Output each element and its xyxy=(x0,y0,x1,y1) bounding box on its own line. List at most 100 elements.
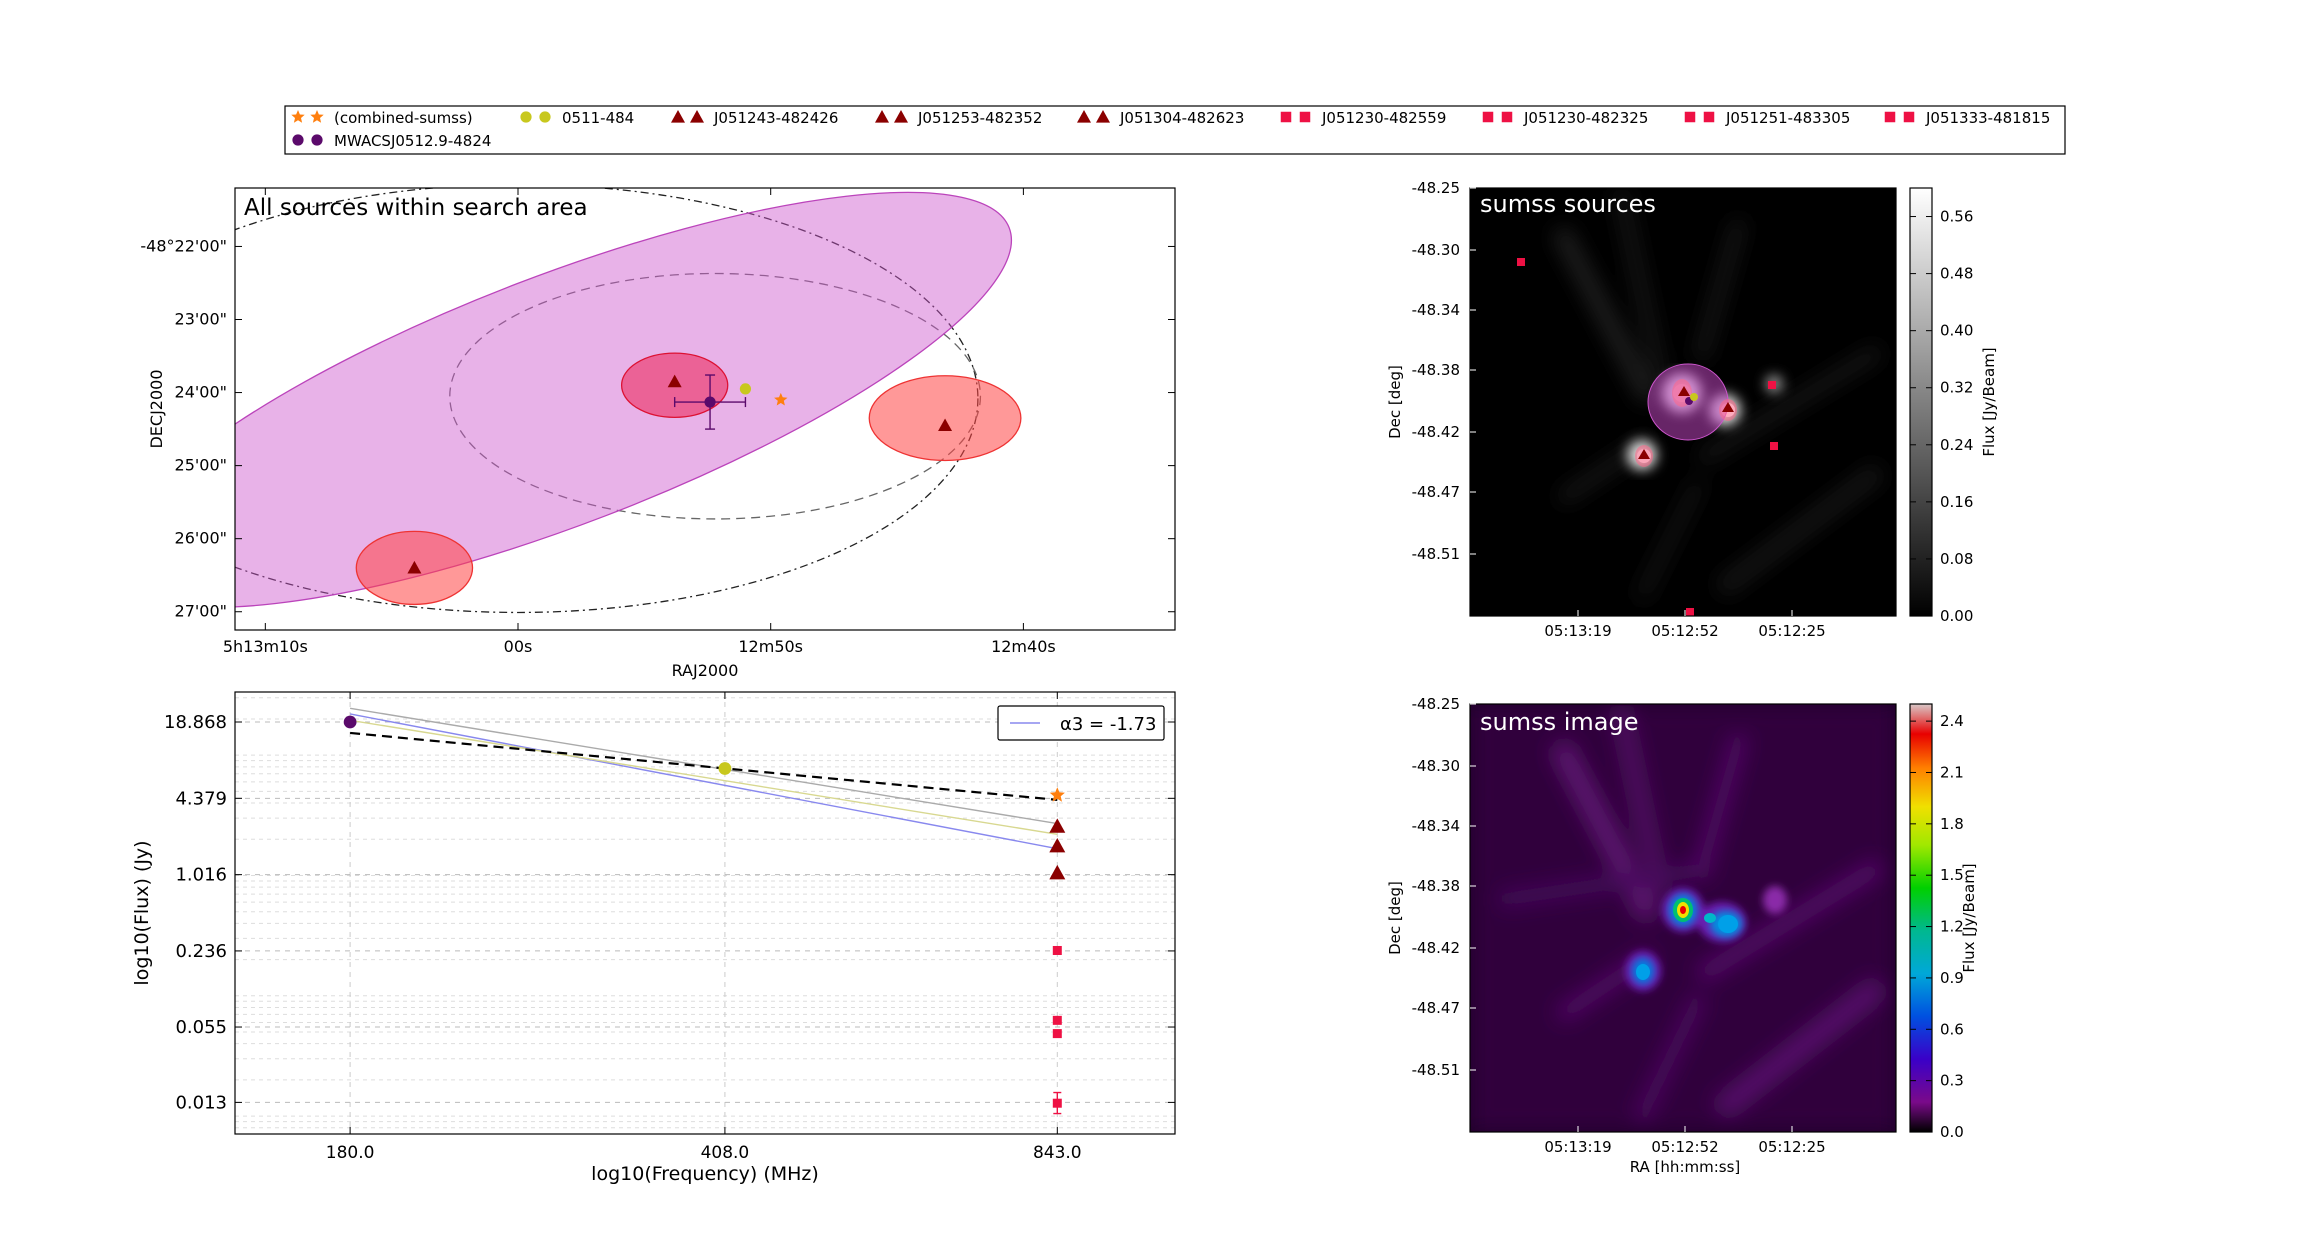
search-area-ellipse xyxy=(868,375,1022,462)
sumss-sources-circle xyxy=(1690,393,1698,401)
image-ytick-label: -48.51 xyxy=(1412,1061,1460,1079)
sumss-sources-triangle xyxy=(1638,449,1650,459)
legend-marker-square xyxy=(1684,111,1696,123)
spectrum-ytick-label: 0.055 xyxy=(175,1017,227,1038)
spectrum-xtick-label: 843.0 xyxy=(1033,1143,1082,1163)
colorbar-tick-label: 0.48 xyxy=(1940,265,1973,283)
legend-marker-square xyxy=(1703,111,1715,123)
image-ytick-label: -48.30 xyxy=(1412,757,1460,775)
search-area-ytick-label: 23'00" xyxy=(175,310,227,329)
image-xtick-label: 05:13:19 xyxy=(1544,1138,1611,1156)
spectrum-fit-line xyxy=(350,731,1058,801)
search-area-point-circle xyxy=(704,396,716,408)
search-area-point-triangle xyxy=(667,374,682,388)
image-ytick-label: -48.47 xyxy=(1412,483,1460,501)
spectrum-point-triangle xyxy=(1049,818,1066,833)
sumss-sources-colorbar xyxy=(1909,187,1933,617)
spectrum-legend-label: α3 = -1.73 xyxy=(1060,714,1156,735)
legend-marker-square xyxy=(1501,111,1513,123)
image-xtick-label: 05:12:25 xyxy=(1758,622,1825,640)
legend-label: J051230-482559 xyxy=(1321,109,1446,127)
sumss-sources-square xyxy=(1770,442,1778,450)
image-xtick-label: 05:13:19 xyxy=(1544,622,1611,640)
spectrum-point-circle xyxy=(718,762,732,775)
colorbar-tick-label: 0.3 xyxy=(1940,1072,1964,1090)
search-area-ytick-label: -48°22'00" xyxy=(140,236,227,255)
sumss-sources-square xyxy=(1686,608,1694,616)
sumss-sources-square xyxy=(1768,381,1776,389)
sumss-sources-panel: sumss sources 05:13:19 05:12:52 05:12:25 -4… xyxy=(1386,179,1998,640)
legend-marker-square xyxy=(1280,111,1292,123)
legend-item: J051251-483305 xyxy=(1684,109,1850,127)
legend-item: J051333-481815 xyxy=(1884,109,2050,127)
legend-marker-square xyxy=(1299,111,1311,123)
legend-item: J051304-482623 xyxy=(1077,109,1244,127)
spectrum-ylabel: log10(Flux) (Jy) xyxy=(131,840,153,985)
spectrum-point-square xyxy=(1052,1098,1062,1108)
image-ytick-label: -48.30 xyxy=(1412,241,1460,259)
legend-item: J051253-482352 xyxy=(875,109,1042,127)
colorbar-tick-label: 0.08 xyxy=(1940,550,1973,568)
legend-marker-star xyxy=(310,110,324,123)
legend-marker-circle xyxy=(292,134,304,146)
sumss-image-title: sumss image xyxy=(1480,708,1638,736)
search-area-ylabel: DECJ2000 xyxy=(147,369,166,448)
legend-marker-square xyxy=(1903,111,1915,123)
spectrum-ytick-label: 4.379 xyxy=(175,788,227,809)
colorbar-tick-label: 0.24 xyxy=(1940,436,1973,454)
image-ytick-label: -48.42 xyxy=(1412,423,1460,441)
spectrum-fit-line xyxy=(349,719,1058,835)
legend-label: J051230-482325 xyxy=(1523,109,1648,127)
legend-label: 0511-484 xyxy=(562,109,634,127)
colorbar-tick-label: 0.00 xyxy=(1940,607,1973,625)
legend-marker-triangle xyxy=(690,110,704,123)
legend-marker-triangle xyxy=(1077,110,1091,123)
legend-label: (combined-sumss) xyxy=(334,109,473,127)
spectrum-legend: α3 = -1.73 xyxy=(997,705,1165,741)
spectrum-ytick-label: 0.013 xyxy=(175,1092,227,1113)
spectrum-point-square xyxy=(1052,1029,1062,1039)
image-ytick-label: -48.34 xyxy=(1412,817,1460,835)
sumss-sources-ylabel: Dec [deg] xyxy=(1386,365,1404,439)
image-ytick-label: -48.34 xyxy=(1412,301,1460,319)
legend-label: J051304-482623 xyxy=(1119,109,1244,127)
legend-label: J051333-481815 xyxy=(1925,109,2050,127)
search-area-ytick-label: 26'00" xyxy=(175,529,227,548)
colorbar-tick-label: 2.4 xyxy=(1940,712,1964,730)
legend-marker-triangle xyxy=(1096,110,1110,123)
spectrum-point-triangle xyxy=(1049,864,1066,880)
colorbar-tick-label: 0.16 xyxy=(1940,493,1973,511)
sumss-image-colorbar-label: Flux [Jy/Beam] xyxy=(1960,863,1978,972)
spectrum-ytick-label: 0.236 xyxy=(175,941,227,962)
search-area-xtick-label: 5h13m10s xyxy=(223,637,308,656)
sumss-image-map xyxy=(1470,704,1896,1132)
sumss-image-xlabel: RA [hh:mm:ss] xyxy=(1630,1158,1741,1176)
spectrum-xtick-label: 408.0 xyxy=(701,1143,750,1163)
search-area-panel: All sources within search area 5h13m10s 0… xyxy=(140,187,1176,680)
colorbar-tick-label: 2.1 xyxy=(1940,763,1964,781)
legend-marker-circle xyxy=(539,111,551,123)
search-area-point-triangle xyxy=(407,560,422,574)
legend-item: J051243-482426 xyxy=(671,109,838,127)
search-area-xtick-label: 00s xyxy=(504,637,533,656)
sumss-sources-image xyxy=(1517,188,1886,616)
colorbar-tick-label: 0.9 xyxy=(1940,969,1964,987)
colorbar-tick-label: 1.8 xyxy=(1940,815,1964,833)
image-xtick-label: 05:12:52 xyxy=(1651,1138,1718,1156)
sumss-sources-triangle xyxy=(1722,402,1734,412)
search-area-point-star xyxy=(774,392,788,406)
search-area-title: All sources within search area xyxy=(244,195,588,221)
spectrum-point-star xyxy=(1049,787,1065,802)
spectrum-point-circle xyxy=(343,715,357,729)
search-area-ytick-label: 25'00" xyxy=(175,456,227,475)
legend-label: J051253-482352 xyxy=(917,109,1042,127)
legend-item: MWACSJ0512.9-4824 xyxy=(292,132,491,150)
colorbar-tick-label: 1.2 xyxy=(1940,918,1964,936)
search-area-point-circle xyxy=(739,383,752,395)
sumss-image-ylabel: Dec [deg] xyxy=(1386,881,1404,955)
image-ytick-label: -48.38 xyxy=(1412,361,1460,379)
colorbar-tick-label: 0.6 xyxy=(1940,1020,1964,1038)
spectrum-point-triangle xyxy=(1049,837,1066,853)
colorbar-tick-label: 0.0 xyxy=(1940,1123,1964,1141)
